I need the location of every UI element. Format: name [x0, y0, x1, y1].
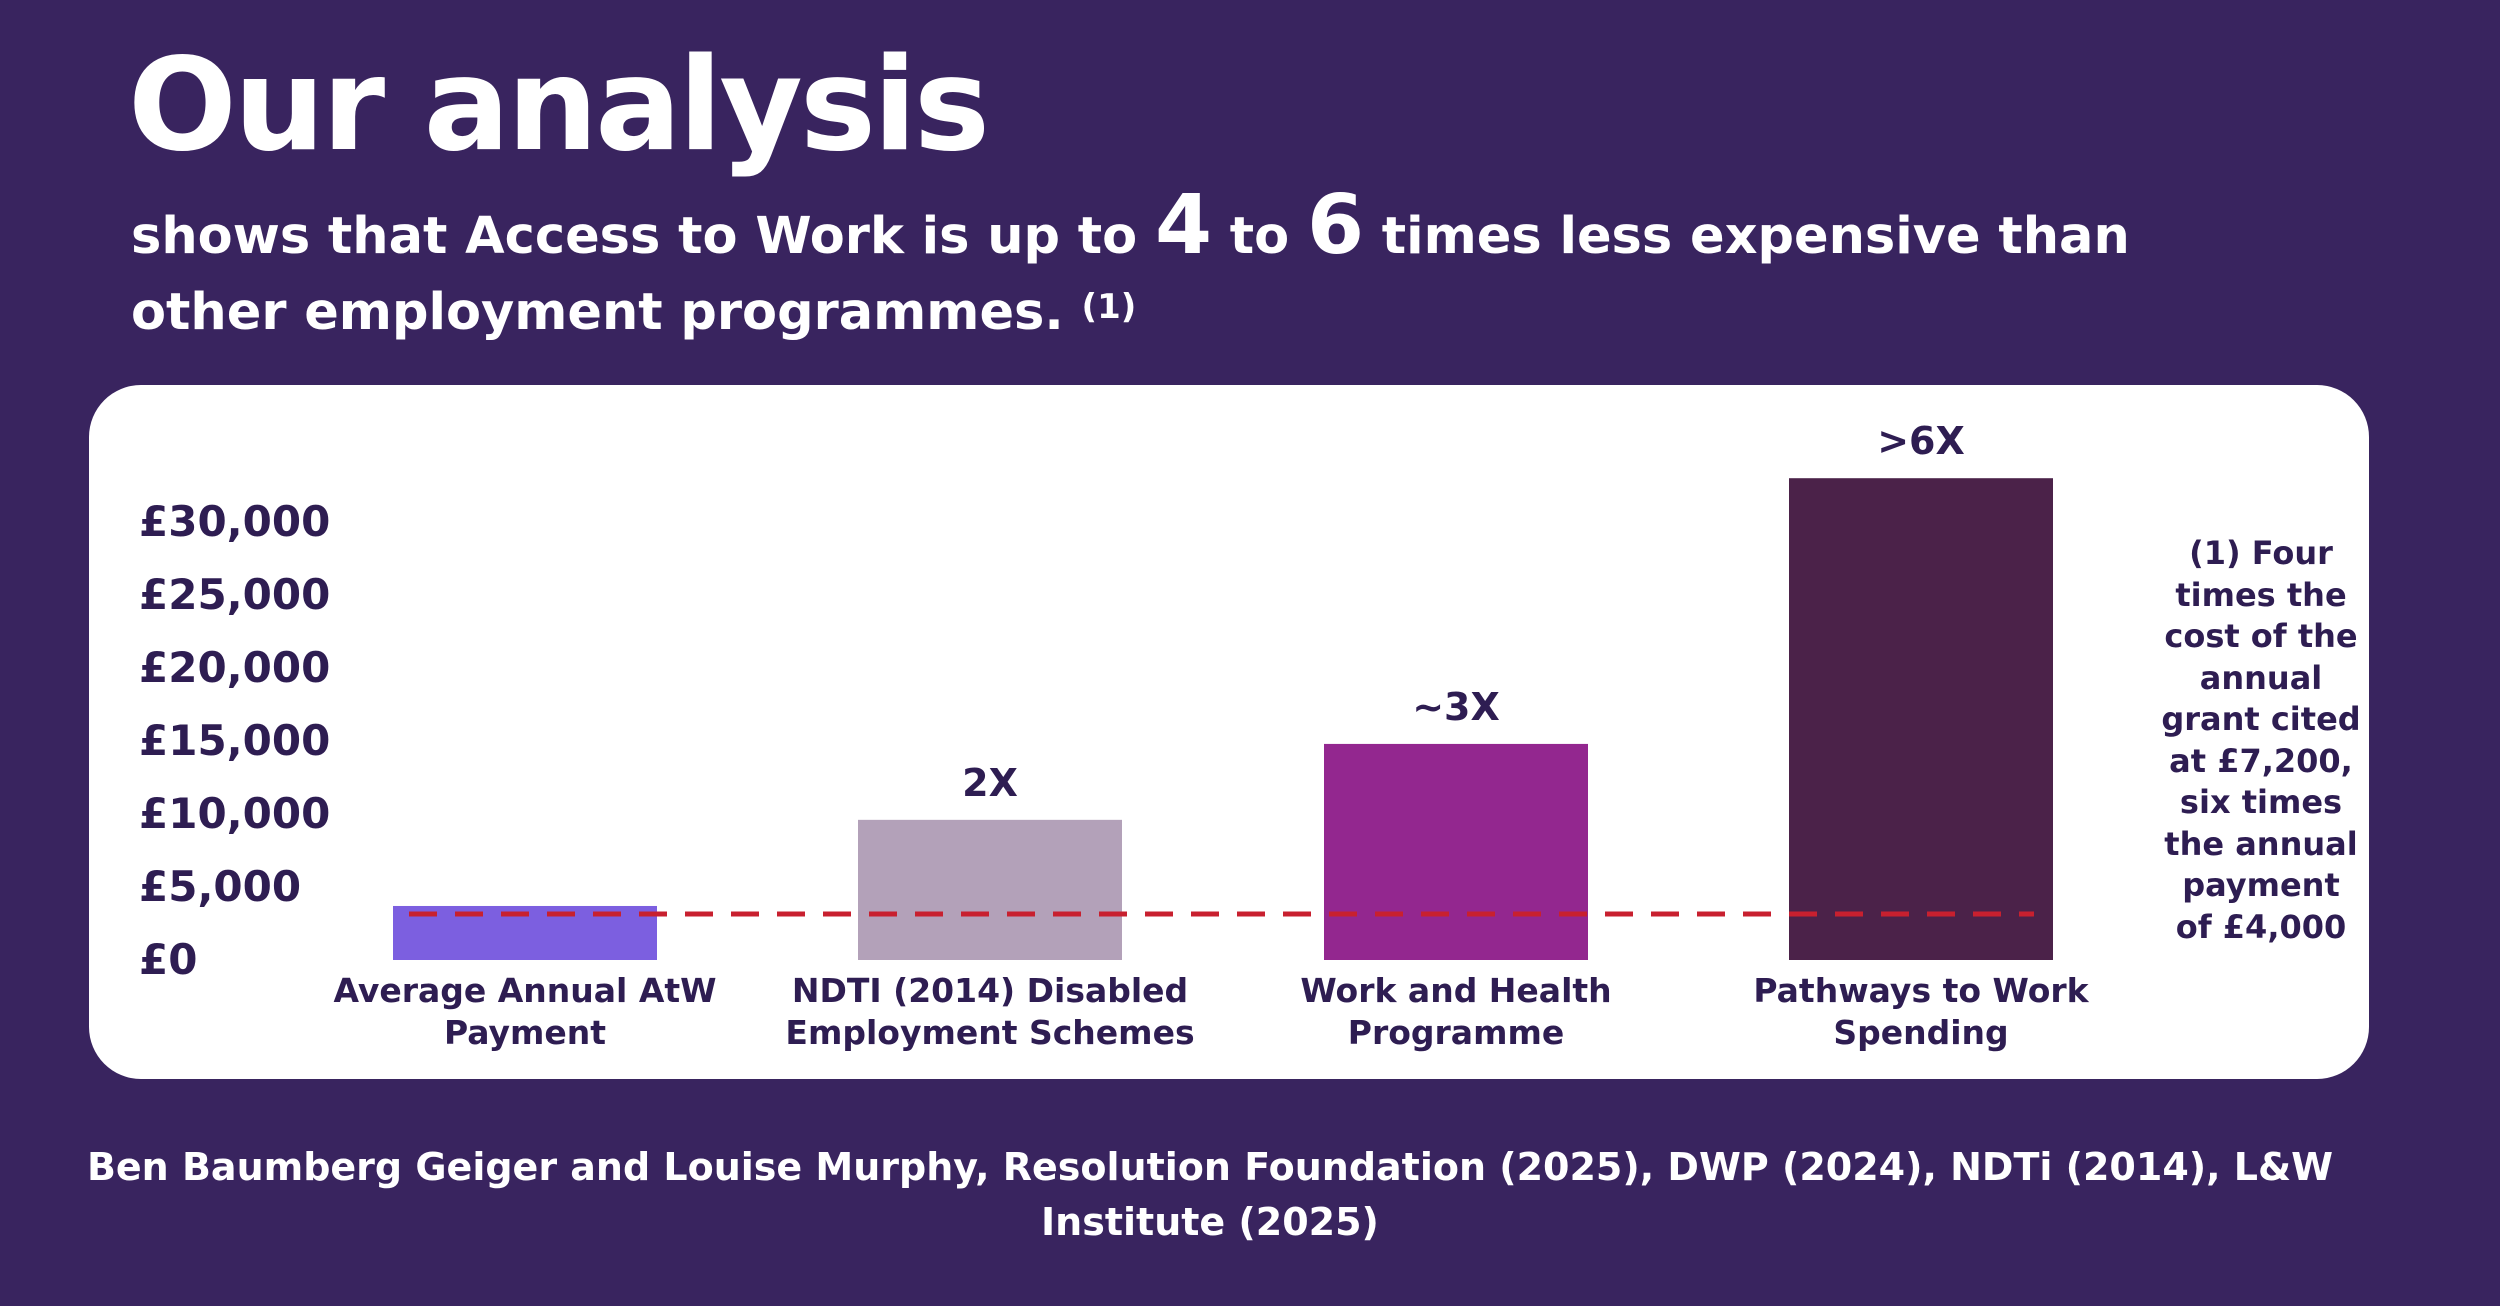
subtitle-text-1: shows that Access to Work is up to: [131, 207, 1155, 266]
subtitle-text-2: to: [1212, 207, 1307, 266]
subtitle-text-3: times less expensive than other employme…: [131, 207, 2130, 342]
page-subtitle: shows that Access to Work is up to 4 to …: [131, 185, 2181, 351]
bar-value-label: 2X: [962, 761, 1018, 805]
y-tick-label: £30,000: [139, 497, 330, 546]
category-label: Employment Schemes: [785, 1013, 1194, 1052]
category-label: Spending: [1833, 1013, 2008, 1052]
subtitle-number-6: 6: [1306, 178, 1365, 273]
category-label: NDTI (2014) Disabled: [792, 971, 1188, 1010]
page-title: Our analysis: [128, 31, 990, 180]
subtitle-footnote-ref: (1): [1081, 287, 1137, 327]
category-label: Average Annual AtW: [333, 971, 716, 1010]
bar-chart: £0 £5,000 £10,000 £15,000 £20,000 £25,000 £30,…: [139, 419, 2090, 1052]
category-label: Programme: [1348, 1013, 1564, 1052]
bar: [858, 819, 1122, 960]
chart-footnote: (1) Four times the cost of the annual gr…: [2161, 534, 2361, 946]
category-label: Payment: [444, 1013, 606, 1052]
bar-value-label: >6X: [1877, 419, 1965, 463]
category-label: Work and Health: [1300, 971, 1611, 1010]
y-tick-label: £0: [139, 935, 197, 984]
bar: [1789, 478, 2053, 960]
y-tick-label: £20,000: [139, 643, 330, 692]
chart-card: £0 £5,000 £10,000 £15,000 £20,000 £25,000 £30,…: [89, 385, 2369, 1079]
y-tick-label: £25,000: [139, 570, 330, 619]
y-tick-label: £5,000: [139, 862, 301, 911]
y-tick-label: £15,000: [139, 716, 330, 765]
bar: [1324, 743, 1588, 960]
source-citation: Ben Baumberg Geiger and Louise Murphy, R…: [86, 1145, 2334, 1244]
y-tick-label: £10,000: [139, 789, 330, 838]
category-label: Pathways to Work: [1753, 971, 2089, 1010]
bar-value-label: ~3X: [1412, 685, 1500, 729]
subtitle-number-4: 4: [1154, 178, 1213, 273]
